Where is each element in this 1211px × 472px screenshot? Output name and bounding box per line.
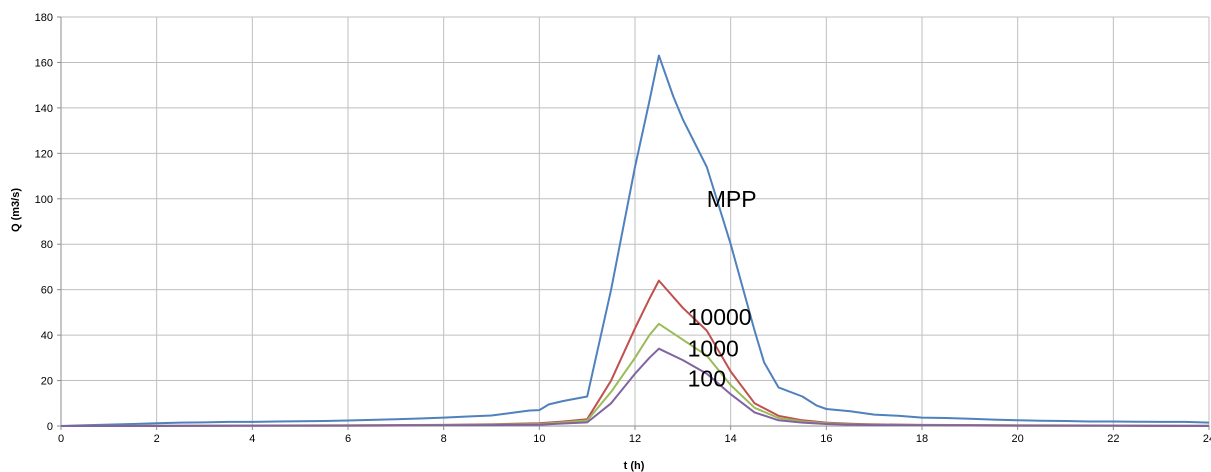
x-tick-label: 18 <box>916 433 928 445</box>
x-tick-label: 2 <box>154 433 160 445</box>
y-tick-label: 100 <box>35 194 53 206</box>
x-tick-label: 12 <box>629 433 641 445</box>
y-tick-label: 80 <box>41 239 53 251</box>
series-label-100: 100 <box>688 365 726 391</box>
series-label-10000: 10000 <box>688 304 752 330</box>
series-label-MPP: MPP <box>707 186 757 212</box>
series-label-1000: 1000 <box>688 336 739 362</box>
series-annotations: MPP 10000 1000 100 <box>688 186 757 392</box>
series-lines <box>60 54 1210 427</box>
tick-labels: 0246810121416182022240204060801001201401… <box>35 12 1211 445</box>
y-tick-label: 0 <box>47 421 53 433</box>
x-axis-title: t (h) <box>624 460 645 472</box>
x-tick-label: 4 <box>249 433 255 445</box>
grid-lines <box>61 16 1210 426</box>
y-tick-label: 140 <box>35 103 53 115</box>
x-tick-label: 8 <box>441 433 447 445</box>
y-tick-label: 120 <box>35 148 53 160</box>
x-tick-label: 6 <box>345 433 351 445</box>
x-tick-label: 22 <box>1107 433 1119 445</box>
series-line-MPP <box>60 54 1210 427</box>
y-tick-label: 40 <box>41 330 53 342</box>
y-tick-label: 60 <box>41 285 53 297</box>
x-tick-label: 14 <box>725 433 737 445</box>
x-tick-label: 10 <box>533 433 545 445</box>
x-tick-label: 24 <box>1203 433 1211 445</box>
x-tick-label: 20 <box>1012 433 1024 445</box>
x-tick-label: 0 <box>58 433 64 445</box>
y-tick-label: 20 <box>41 376 53 388</box>
x-tick-label: 16 <box>820 433 832 445</box>
series-line-100 <box>61 347 1210 427</box>
y-tick-label: 180 <box>35 12 53 24</box>
y-tick-label: 160 <box>35 57 53 69</box>
axes <box>57 16 1210 430</box>
y-axis-title: Q (m3/s) <box>10 188 22 232</box>
